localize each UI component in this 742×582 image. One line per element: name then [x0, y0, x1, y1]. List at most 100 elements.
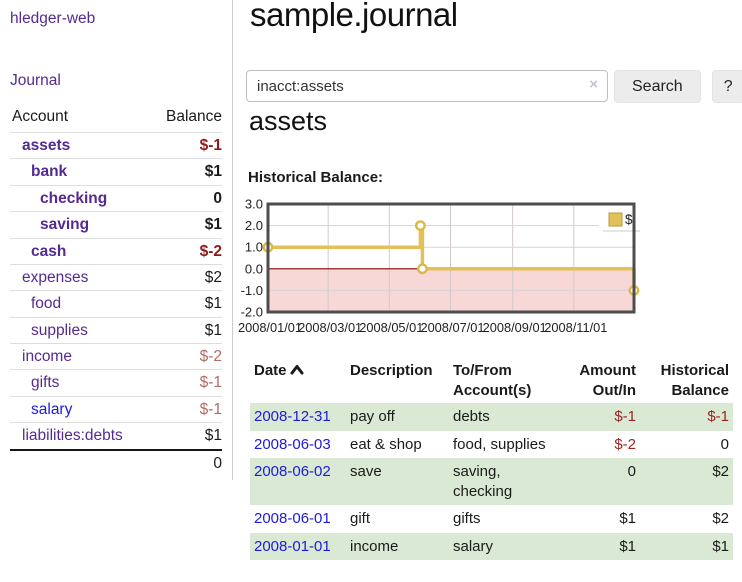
- register-cell-amount: $-2: [614, 435, 636, 453]
- account-link[interactable]: bank: [31, 163, 68, 181]
- account-link[interactable]: cash: [31, 242, 67, 260]
- register-cell-amount: $1: [619, 537, 636, 555]
- svg-text:2008/11/01: 2008/11/01: [544, 320, 607, 335]
- account-balance: $1: [150, 158, 222, 186]
- account-row: bank $1: [10, 158, 222, 186]
- register-cell-balance: 0: [720, 435, 729, 453]
- account-link[interactable]: liabilities:debts: [22, 427, 123, 445]
- register-cell-date: 2008-12-31: [250, 403, 346, 431]
- svg-text:-1.0: -1.0: [241, 283, 263, 298]
- svg-text:0.0: 0.0: [245, 261, 263, 276]
- register-row: 2008-06-02 save saving, checking 0 $2: [250, 458, 733, 505]
- app-brand-link[interactable]: hledger-web: [10, 10, 96, 27]
- account-balance: $2: [150, 263, 222, 291]
- account-row: food $1: [10, 290, 222, 318]
- account-balance: $-1: [150, 131, 222, 159]
- register-cell-date: 2008-06-02: [250, 458, 346, 505]
- account-balance: $1: [150, 290, 222, 318]
- register-table: Date Description To/From Account(s) Amou…: [250, 358, 733, 560]
- svg-text:2008/09/01: 2008/09/01: [483, 320, 547, 335]
- transaction-date-link[interactable]: 2008-12-31: [254, 408, 331, 425]
- account-link[interactable]: expenses: [22, 268, 89, 286]
- page-title: sample.journal: [250, 0, 458, 33]
- register-cell-accounts: gifts: [453, 510, 481, 527]
- transaction-date-link[interactable]: 2008-06-01: [254, 510, 331, 527]
- accounts-header-balance: Balance: [165, 108, 222, 125]
- svg-text:2008/01/01: 2008/01/01: [238, 320, 302, 335]
- register-cell-accounts: food, supplies: [453, 435, 546, 453]
- account-balance: $1: [150, 422, 222, 450]
- register-cell-description: pay off: [350, 408, 395, 425]
- transaction-date-link[interactable]: 2008-06-02: [254, 463, 331, 480]
- chart-canvas: $3.0 2.0 1.0 0.0 -1.0 -2.02008/01/012008/03/0…: [238, 197, 640, 335]
- account-link[interactable]: saving: [40, 216, 90, 234]
- transaction-date-link[interactable]: 2008-06-03: [254, 435, 331, 453]
- register-cell-date: 2008-06-01: [250, 505, 346, 533]
- account-row: saving $1: [10, 211, 222, 238]
- register-header-balance: Historical Balance: [660, 362, 729, 399]
- register-header-tofrom: To/From Account(s): [453, 362, 532, 399]
- register-cell-amount: $1: [619, 510, 636, 527]
- account-balance: $1: [150, 211, 222, 238]
- svg-text:2008/07/01: 2008/07/01: [420, 320, 484, 335]
- register-row: 2008-12-31 pay off debts $-1 $-1: [250, 403, 733, 431]
- svg-text:-2.0: -2.0: [241, 305, 263, 320]
- sort-asc-icon: [290, 365, 304, 375]
- account-row: checking 0: [10, 184, 222, 212]
- account-page-title: assets: [249, 106, 328, 136]
- register-cell-description: gift: [350, 510, 371, 527]
- register-row: 2008-06-01 gift gifts $1 $2: [250, 505, 733, 533]
- search-button[interactable]: Search: [614, 70, 701, 103]
- accounts-header-account: Account: [12, 108, 69, 125]
- register-row: 2008-01-01 income salary $1 $1: [250, 532, 733, 561]
- register-cell-balance: $2: [712, 510, 729, 527]
- account-link[interactable]: assets: [22, 137, 71, 154]
- register-cell-description: eat & shop: [350, 435, 422, 453]
- register-cell-balance: $-1: [707, 408, 729, 425]
- register-section: Date Description To/From Account(s) Amou…: [250, 358, 733, 560]
- register-cell-accounts: saving, checking: [453, 463, 513, 500]
- transaction-date-link[interactable]: 2008-01-01: [254, 537, 331, 555]
- account-balance: $-2: [150, 237, 222, 265]
- account-link[interactable]: gifts: [31, 374, 60, 392]
- svg-text:2.0: 2.0: [245, 218, 263, 233]
- accounts-total-value: 0: [150, 448, 222, 476]
- register-cell-date: 2008-06-03: [250, 431, 346, 459]
- search-bar: × Search ?: [246, 70, 742, 103]
- help-button[interactable]: ?: [711, 70, 742, 103]
- register-cell-description: save: [350, 463, 382, 480]
- account-row: cash $-2: [10, 237, 222, 265]
- account-row: expenses $2: [10, 263, 222, 291]
- accounts-table: Account Balance assets $-1 bank $1 checking 0…: [10, 104, 222, 476]
- account-link[interactable]: checking: [40, 189, 108, 207]
- account-link[interactable]: salary: [31, 400, 73, 418]
- account-balance: 0: [150, 184, 222, 212]
- svg-text:2008/05/01: 2008/05/01: [359, 320, 423, 335]
- account-balance: $1: [150, 316, 222, 344]
- account-link[interactable]: income: [22, 348, 72, 365]
- clear-search-icon[interactable]: ×: [589, 76, 598, 93]
- search-input[interactable]: [246, 70, 608, 102]
- accounts-total-row: 0: [10, 448, 222, 476]
- register-cell-amount: $-1: [614, 408, 636, 425]
- account-row: income $-2: [10, 342, 222, 370]
- account-link[interactable]: food: [31, 295, 62, 313]
- register-cell-description: income: [350, 537, 399, 555]
- account-row: supplies $1: [10, 316, 222, 344]
- register-cell-accounts: debts: [453, 408, 490, 425]
- register-header-date[interactable]: Date: [250, 358, 346, 403]
- sidebar-item-journal[interactable]: Journal: [10, 72, 61, 89]
- account-row: salary $-1: [10, 395, 222, 423]
- register-header-amount: Amount Out/In: [579, 362, 636, 399]
- main-content: sample.journal × Search ? assets Histori…: [233, 0, 742, 582]
- register-cell-accounts: salary: [453, 537, 494, 555]
- chart-title: Historical Balance:: [248, 169, 384, 186]
- historical-balance-chart: $3.0 2.0 1.0 0.0 -1.0 -2.0 2008/01/01 2008/03/0…: [236, 197, 656, 340]
- svg-text:$: $: [625, 212, 633, 227]
- register-cell-date: 2008-01-01: [250, 533, 346, 561]
- account-link[interactable]: supplies: [31, 321, 88, 339]
- sidebar: hledger-web Journal Account Balance asse…: [0, 0, 233, 480]
- register-cell-amount: 0: [627, 463, 636, 480]
- svg-text:3.0: 3.0: [245, 198, 263, 212]
- svg-text:2008/03/01: 2008/03/01: [298, 320, 362, 335]
